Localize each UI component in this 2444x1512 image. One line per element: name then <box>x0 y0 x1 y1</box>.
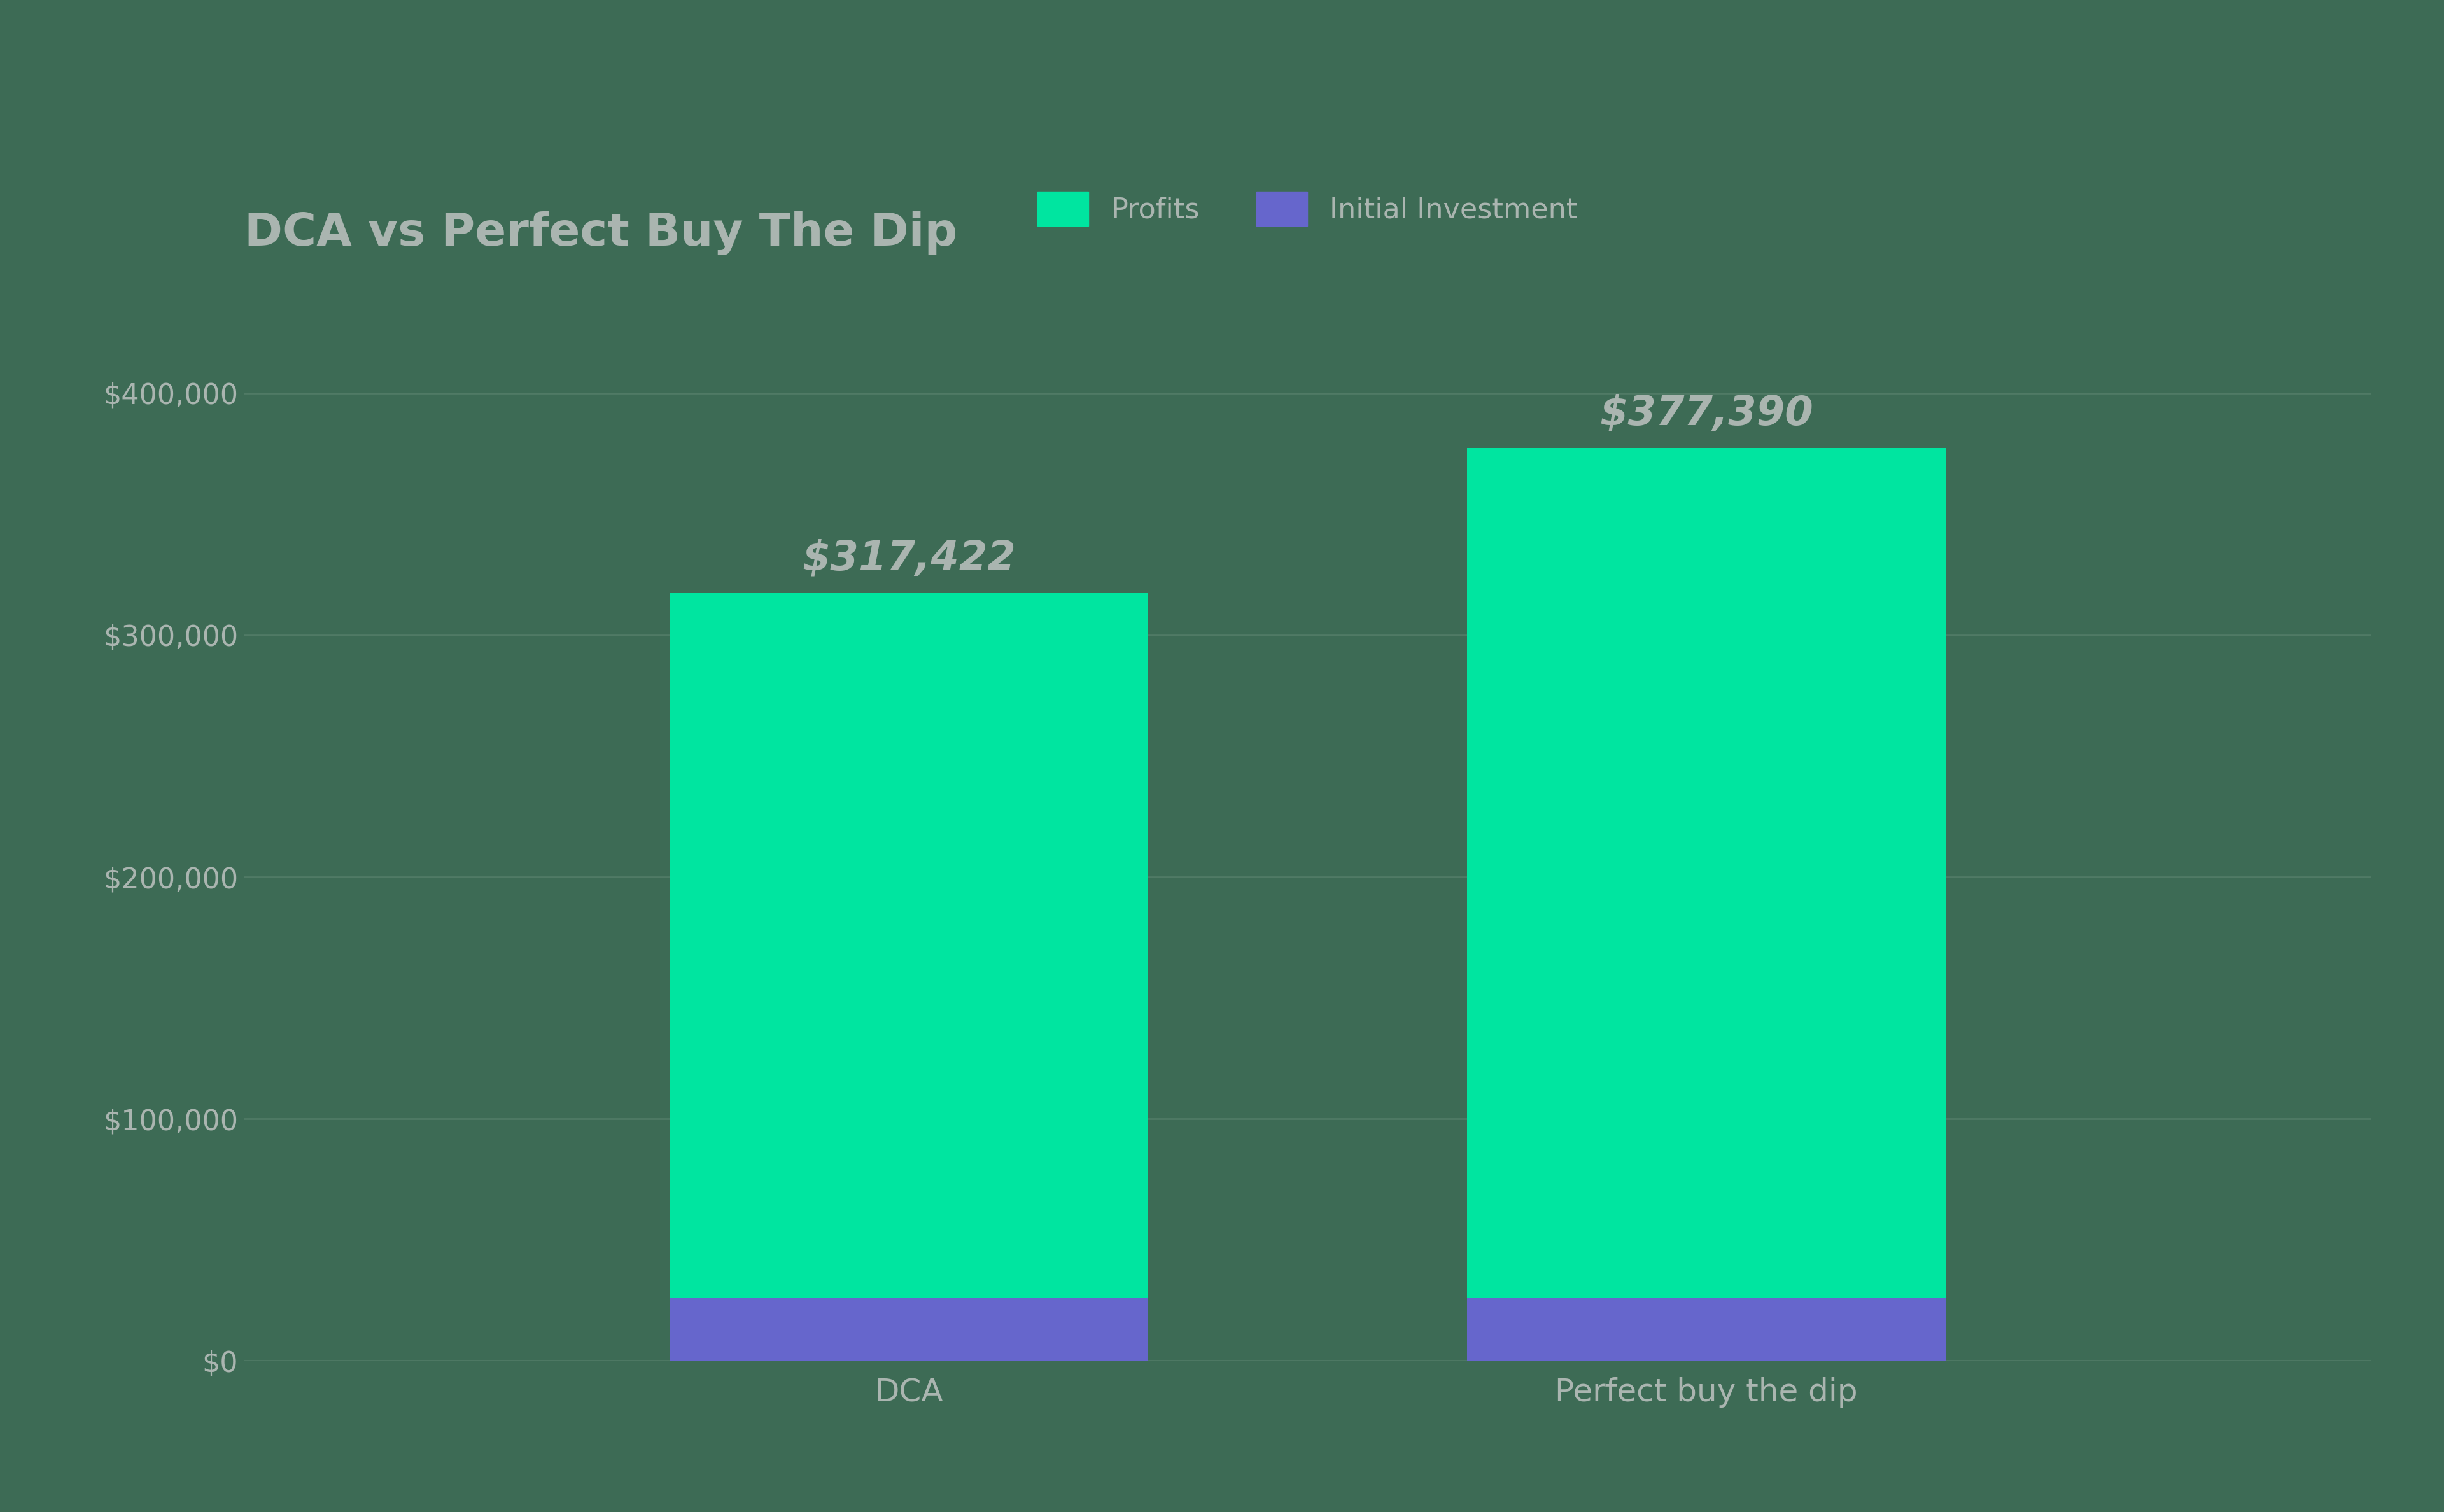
Bar <box>670 1297 1149 1361</box>
Text: $317,422: $317,422 <box>802 538 1017 579</box>
Legend: Profits, Initial Investment: Profits, Initial Investment <box>1024 177 1591 240</box>
Text: DCA vs Perfect Buy The Dip: DCA vs Perfect Buy The Dip <box>244 212 958 256</box>
Text: $377,390: $377,390 <box>1598 393 1813 434</box>
Bar <box>670 593 1149 1297</box>
Bar <box>1466 1297 1945 1361</box>
Bar <box>1466 448 1945 1297</box>
